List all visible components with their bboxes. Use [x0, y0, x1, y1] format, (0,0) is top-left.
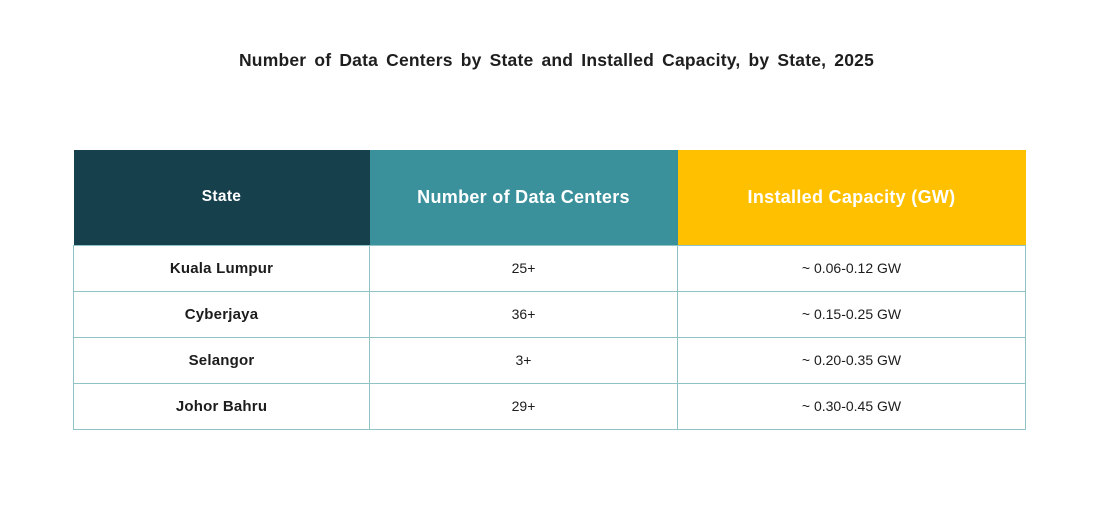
page-title: Number of Data Centers by State and Inst… [238, 50, 875, 70]
cell-count: 25+ [369, 244, 678, 292]
cell-count: 36+ [369, 290, 678, 338]
header-cell-state: State [73, 150, 370, 245]
cell-count: 29+ [369, 382, 678, 430]
header-cell-count: Number of Data Centers [369, 150, 678, 245]
cell-state: Selangor [73, 336, 370, 384]
data-centers-table: State Number of Data Centers Installed C… [73, 150, 1026, 430]
cell-capacity: ~ 0.30-0.45 GW [677, 382, 1026, 430]
cell-state: Cyberjaya [73, 290, 370, 338]
header-row: State Number of Data Centers Installed C… [73, 150, 1026, 245]
table-row: Selangor 3+ ~ 0.20-0.35 GW [73, 336, 1026, 384]
header-cell-capacity: Installed Capacity (GW) [677, 150, 1026, 245]
cell-capacity: ~ 0.20-0.35 GW [677, 336, 1026, 384]
cell-capacity: ~ 0.15-0.25 GW [677, 290, 1026, 338]
table-header: State Number of Data Centers Installed C… [73, 150, 1026, 245]
cell-state: Johor Bahru [73, 382, 370, 430]
cell-count: 3+ [369, 336, 678, 384]
table-row: Johor Bahru 29+ ~ 0.30-0.45 GW [73, 382, 1026, 430]
cell-capacity: ~ 0.06-0.12 GW [677, 244, 1026, 292]
table-row: Cyberjaya 36+ ~ 0.15-0.25 GW [73, 290, 1026, 338]
table-row: Kuala Lumpur 25+ ~ 0.06-0.12 GW [73, 244, 1026, 292]
table-body: Kuala Lumpur 25+ ~ 0.06-0.12 GW Cyberjay… [73, 244, 1026, 430]
cell-state: Kuala Lumpur [73, 244, 370, 292]
